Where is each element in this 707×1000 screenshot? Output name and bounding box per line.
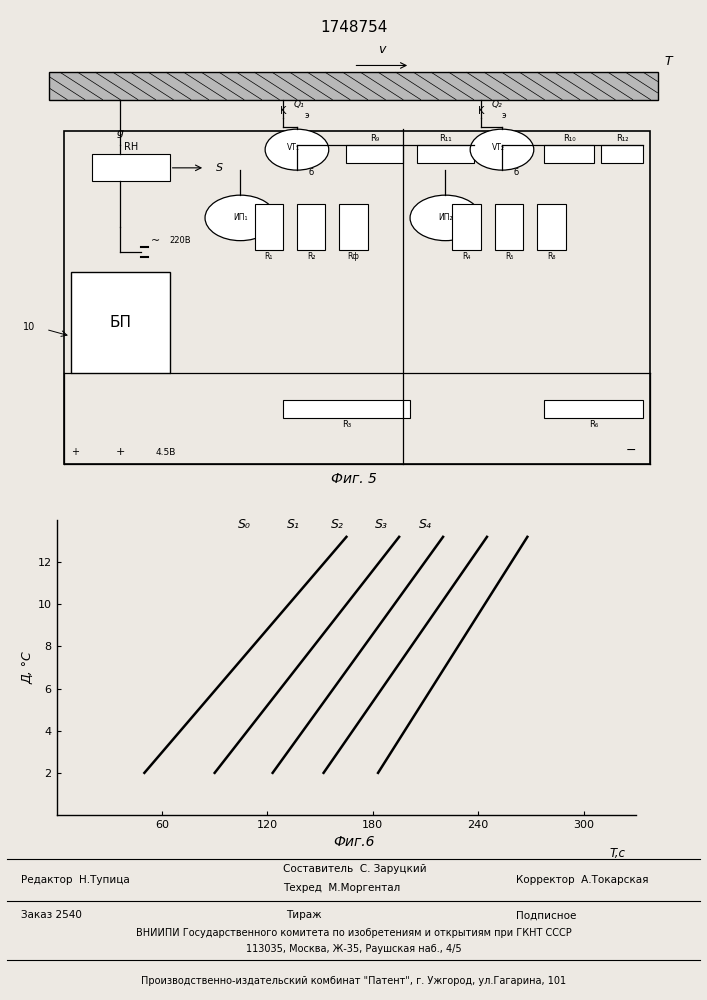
Circle shape [470, 129, 534, 170]
Text: б: б [513, 168, 519, 177]
Text: 10: 10 [23, 322, 35, 332]
Bar [346, 145, 403, 163]
Text: R₁₀: R₁₀ [563, 134, 575, 143]
Text: 1748754: 1748754 [320, 19, 387, 34]
Text: ~: ~ [151, 236, 160, 246]
Text: ИП₁: ИП₁ [233, 213, 247, 222]
Text: R₄: R₄ [462, 252, 471, 261]
Text: K: K [279, 106, 286, 116]
Bar [92, 154, 170, 181]
Text: VT₁: VT₁ [287, 143, 300, 152]
Text: S: S [216, 163, 223, 173]
Text: S₂: S₂ [331, 518, 344, 531]
Bar [544, 400, 643, 418]
Bar [339, 204, 368, 250]
Text: R₁₂: R₁₂ [616, 134, 629, 143]
Text: RH: RH [124, 142, 138, 152]
Text: Тираж: Тираж [286, 910, 322, 920]
Bar [49, 72, 658, 100]
Text: Составитель  С. Заруцкий: Составитель С. Заруцкий [283, 864, 426, 874]
Bar [297, 204, 325, 250]
Text: T: T [665, 55, 672, 68]
Bar [49, 72, 658, 100]
Text: S₃: S₃ [375, 518, 388, 531]
Bar [537, 204, 566, 250]
Text: Q₂: Q₂ [491, 100, 502, 109]
Text: T,с: T,с [610, 847, 626, 860]
Text: Редактор  Н.Тупица: Редактор Н.Тупица [21, 875, 130, 885]
Bar [64, 131, 650, 464]
Text: э: э [502, 111, 507, 120]
Text: R₆: R₆ [589, 420, 599, 429]
Text: Подписное: Подписное [516, 910, 576, 920]
Text: ИП₂: ИП₂ [438, 213, 452, 222]
Text: 113035, Москва, Ж-35, Раушская наб., 4/5: 113035, Москва, Ж-35, Раушская наб., 4/5 [246, 944, 461, 954]
Text: Фиг. 5: Фиг. 5 [331, 472, 376, 486]
Bar [283, 400, 410, 418]
Text: −: − [626, 444, 636, 457]
Text: K: K [477, 106, 484, 116]
Bar [417, 145, 474, 163]
Text: S₀: S₀ [238, 518, 251, 531]
Text: Rф: Rф [348, 252, 359, 261]
Text: R₅: R₅ [505, 252, 513, 261]
Bar [544, 145, 594, 163]
Text: Заказ 2540: Заказ 2540 [21, 910, 82, 920]
Bar [601, 145, 643, 163]
Text: +: + [71, 447, 78, 457]
Text: б: б [308, 168, 314, 177]
Text: g: g [117, 128, 124, 138]
Text: VT₂: VT₂ [492, 143, 505, 152]
Text: Q₁: Q₁ [293, 100, 304, 109]
Text: R₂: R₂ [307, 252, 315, 261]
Text: v: v [378, 43, 385, 56]
Circle shape [410, 195, 481, 241]
Text: S₄: S₄ [419, 518, 432, 531]
Circle shape [205, 195, 276, 241]
Text: Техред  М.Моргентал: Техред М.Моргентал [283, 883, 400, 893]
Text: Производственно-издательский комбинат "Патент", г. Ужгород, ул.Гагарина, 101: Производственно-издательский комбинат "П… [141, 976, 566, 986]
Y-axis label: Д, °С: Д, °С [22, 651, 35, 684]
Bar [71, 272, 170, 373]
Text: э: э [304, 111, 309, 120]
Text: R₃: R₃ [342, 420, 351, 429]
Bar [255, 204, 283, 250]
Text: R₉: R₉ [370, 134, 380, 143]
Text: R₁: R₁ [264, 252, 273, 261]
Text: Фиг.6: Фиг.6 [333, 835, 374, 849]
Text: 220В: 220В [170, 236, 192, 245]
Bar [452, 204, 481, 250]
Text: ВНИИПИ Государственного комитета по изобретениям и открытиям при ГКНТ СССР: ВНИИПИ Государственного комитета по изоб… [136, 928, 571, 938]
Text: S₁: S₁ [287, 518, 300, 531]
Bar [495, 204, 523, 250]
Text: 4.5В: 4.5В [156, 448, 176, 457]
Text: R₈: R₈ [547, 252, 556, 261]
Text: БП: БП [109, 315, 132, 330]
Circle shape [265, 129, 329, 170]
Text: +: + [115, 447, 125, 457]
Text: Корректор  А.Токарская: Корректор А.Токарская [516, 875, 648, 885]
Text: R₁₁: R₁₁ [439, 134, 452, 143]
